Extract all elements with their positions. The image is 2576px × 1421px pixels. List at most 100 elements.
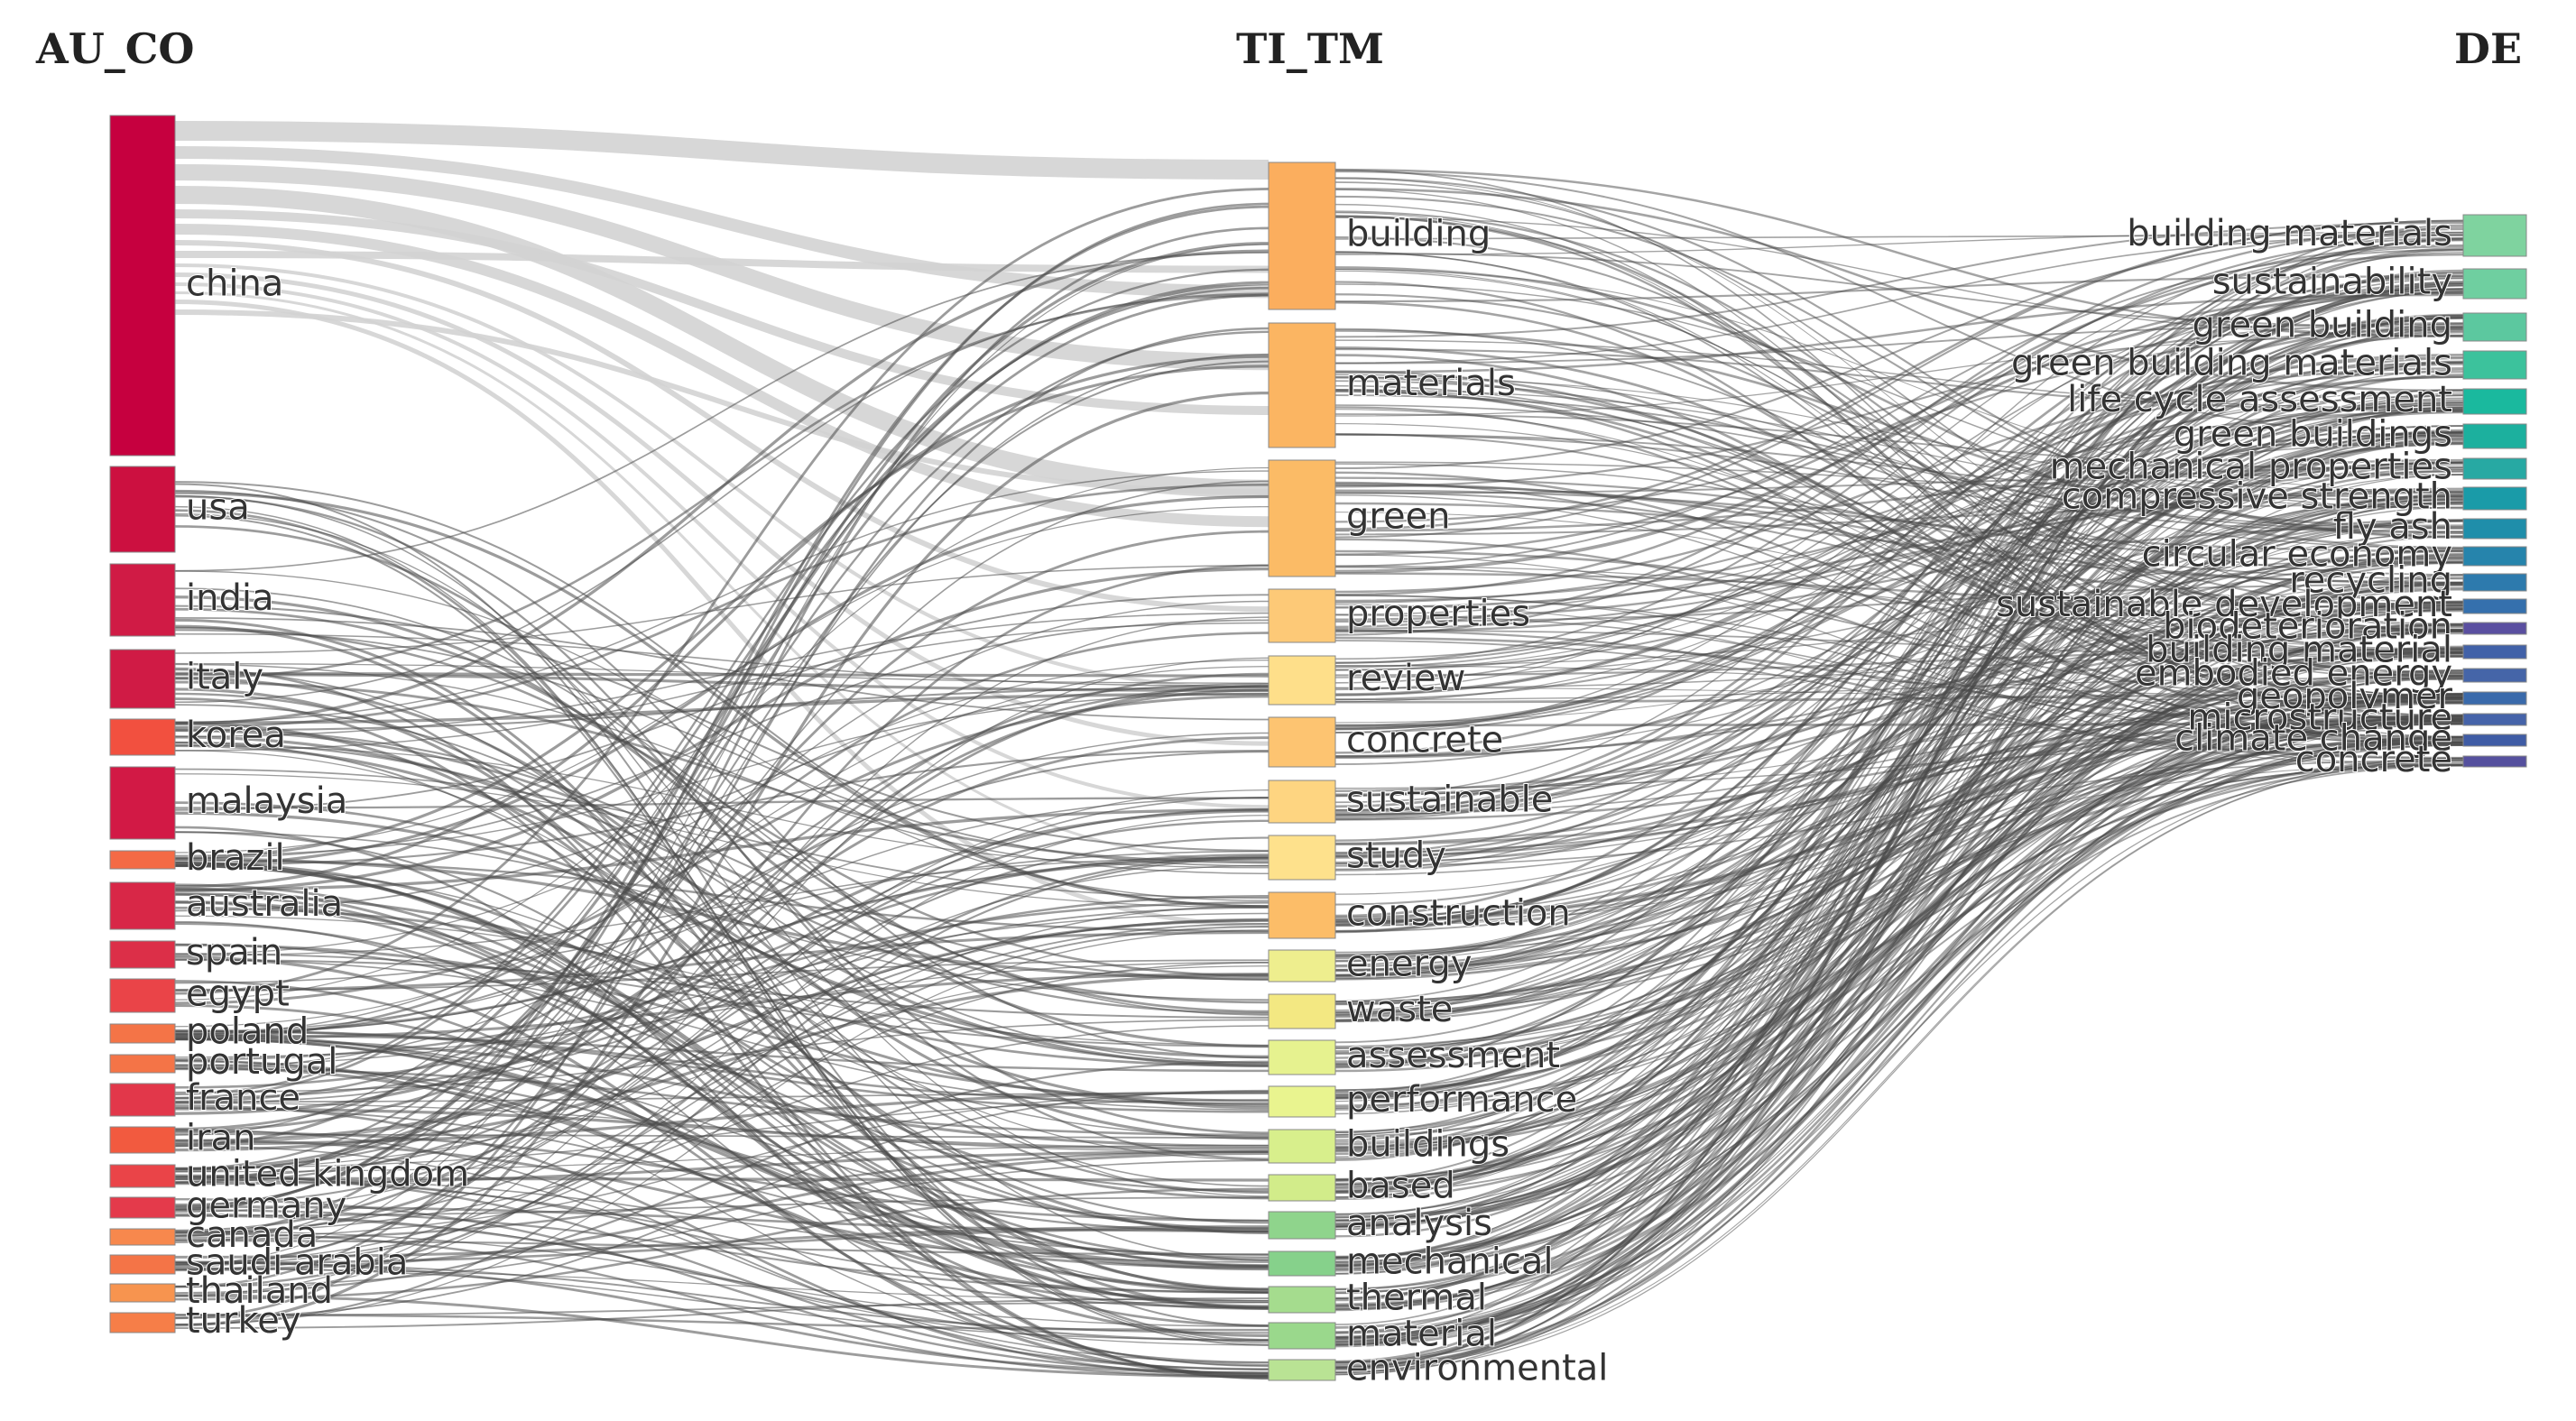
node-country-italy[interactable]: [109, 649, 176, 709]
node-keyword-building-material[interactable]: [2462, 644, 2527, 660]
node-term-concrete[interactable]: [1268, 716, 1336, 768]
link-term-3-7: [1334, 227, 2464, 629]
node-term-waste[interactable]: [1268, 993, 1336, 1029]
node-keyword-sustainable-development[interactable]: [2462, 598, 2527, 614]
node-keyword-life-cycle-assessment[interactable]: [2462, 388, 2527, 415]
link-term-15-0: [1334, 316, 2464, 1222]
link-country-13-11: [174, 736, 1270, 1132]
link-term-5-11: [1334, 519, 2464, 758]
node-keyword-climate-change[interactable]: [2462, 734, 2527, 747]
link-term-0-22: [1334, 275, 2464, 303]
node-country-australia[interactable]: [109, 881, 176, 930]
link-term-12-2: [1334, 656, 2464, 1115]
node-country-usa[interactable]: [109, 466, 176, 553]
node-keyword-embodied-energy[interactable]: [2462, 668, 2527, 683]
node-term-material[interactable]: [1268, 1322, 1336, 1350]
node-country-portugal[interactable]: [109, 1054, 176, 1074]
link-term-18-16: [1334, 600, 2464, 1333]
node-term-building[interactable]: [1268, 161, 1336, 310]
node-term-buildings[interactable]: [1268, 1129, 1336, 1164]
node-term-thermal[interactable]: [1268, 1286, 1336, 1314]
label-keyword-concrete: concrete: [2295, 739, 2452, 780]
node-country-iran[interactable]: [109, 1126, 176, 1154]
node-term-based[interactable]: [1268, 1174, 1336, 1202]
link-term-18-19: [1334, 577, 2464, 1338]
label-keyword-geopolymer: geopolymer: [2237, 676, 2453, 717]
node-term-review[interactable]: [1268, 655, 1336, 706]
node-keyword-circular-economy[interactable]: [2462, 546, 2527, 567]
node-keyword-sustainability[interactable]: [2462, 268, 2527, 300]
node-keyword-fly-ash[interactable]: [2462, 518, 2527, 540]
link-term-19-9: [1334, 717, 2464, 1369]
node-term-study[interactable]: [1268, 835, 1336, 881]
node-country-brazil[interactable]: [109, 850, 176, 870]
node-term-sustainable[interactable]: [1268, 780, 1336, 824]
node-term-properties[interactable]: [1268, 588, 1336, 643]
node-country-india[interactable]: [109, 563, 176, 637]
link-country-4-11: [174, 249, 1270, 725]
link-term-0-28: [1334, 234, 2464, 240]
link-country-17-0: [174, 564, 1270, 1269]
link-term-10-4: [1334, 442, 2464, 1014]
link-country-7-2: [174, 906, 1270, 1067]
node-keyword-green-building[interactable]: [2462, 312, 2527, 342]
node-term-green[interactable]: [1268, 459, 1336, 577]
node-term-assessment[interactable]: [1268, 1039, 1336, 1075]
link-term-10-6: [1334, 495, 2464, 1021]
node-keyword-microstructure[interactable]: [2462, 713, 2527, 726]
link-country-5-7: [174, 797, 1270, 809]
node-country-germany[interactable]: [109, 1196, 176, 1219]
link-country-16-10: [174, 789, 1270, 1236]
label-term-materials: materials: [1346, 363, 1516, 404]
label-keyword-biodeterioration: biodeterioration: [2163, 606, 2452, 648]
node-country-china[interactable]: [109, 115, 176, 457]
link-country-17-2: [174, 905, 1270, 1264]
link-term-8-11: [1334, 549, 2464, 920]
node-country-united-kingdom[interactable]: [109, 1164, 176, 1188]
label-keyword-recycling: recycling: [2289, 560, 2452, 602]
node-term-analysis[interactable]: [1268, 1211, 1336, 1240]
link-china-1: [174, 146, 1270, 299]
link-country-16-2: [174, 202, 1270, 1237]
node-keyword-concrete[interactable]: [2462, 755, 2527, 768]
label-keyword-circular-economy: circular economy: [2142, 534, 2452, 576]
node-country-thailand[interactable]: [109, 1283, 176, 1303]
node-keyword-biodeterioration[interactable]: [2462, 622, 2527, 635]
node-term-energy[interactable]: [1268, 949, 1336, 983]
link-country-18-4: [174, 855, 1270, 1288]
node-country-saudi-arabia[interactable]: [109, 1254, 176, 1275]
node-keyword-green-buildings[interactable]: [2462, 423, 2527, 449]
node-country-turkey[interactable]: [109, 1312, 176, 1333]
node-country-france[interactable]: [109, 1083, 176, 1117]
label-country-usa: usa: [186, 487, 250, 529]
node-keyword-building-materials[interactable]: [2462, 214, 2527, 257]
node-term-environmental[interactable]: [1268, 1359, 1336, 1381]
node-country-spain[interactable]: [109, 940, 176, 969]
node-keyword-compressive-strength[interactable]: [2462, 486, 2527, 511]
link-country-16-9: [174, 353, 1270, 1243]
link-country-18-1: [174, 657, 1270, 1296]
node-term-mechanical[interactable]: [1268, 1250, 1336, 1277]
link-country-4-9: [174, 743, 1270, 1110]
node-country-korea[interactable]: [109, 718, 176, 756]
link-term-19-11: [1334, 759, 2464, 1370]
node-country-poland[interactable]: [109, 1023, 176, 1044]
node-country-malaysia[interactable]: [109, 766, 176, 840]
link-country-16-4: [174, 923, 1270, 1234]
link-country-5-3: [174, 773, 1270, 909]
node-term-construction[interactable]: [1268, 891, 1336, 939]
link-country-2-11: [174, 252, 1270, 572]
node-keyword-mechanical-properties[interactable]: [2462, 457, 2527, 480]
node-term-performance[interactable]: [1268, 1085, 1336, 1118]
link-country-17-8: [174, 962, 1270, 1266]
link-country-3-3: [174, 292, 1270, 704]
node-country-egypt[interactable]: [109, 978, 176, 1013]
node-keyword-green-building-materials[interactable]: [2462, 350, 2527, 380]
link-country-8-2: [174, 943, 1270, 1103]
node-keyword-geopolymer[interactable]: [2462, 691, 2527, 706]
label-keyword-green-building-materials: green building materials: [2011, 343, 2452, 384]
node-keyword-recycling[interactable]: [2462, 573, 2527, 592]
node-term-materials[interactable]: [1268, 322, 1336, 448]
node-country-canada[interactable]: [109, 1228, 176, 1246]
link-term-4-4: [1334, 389, 2464, 703]
